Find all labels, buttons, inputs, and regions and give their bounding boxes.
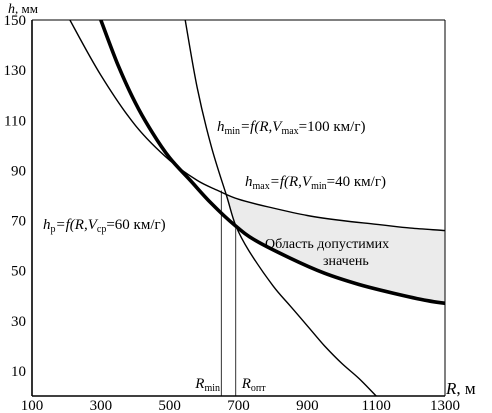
y-tick-label: 110 [4, 113, 26, 129]
feasible-region-layer [221, 191, 445, 304]
region-label-line1: Область допустимих [265, 237, 389, 252]
y-tick-label: 70 [11, 214, 26, 230]
x-axis-title: R, м [445, 379, 476, 398]
vertical-label-1: Rопт [241, 376, 267, 394]
x-tick-label: 700 [227, 398, 250, 413]
verticals-layer: Rmin Rопт [194, 190, 266, 396]
region-label-line2: значень [323, 254, 369, 269]
feasible-region [221, 191, 445, 304]
curve-hmin [184, 20, 377, 396]
ticks-layer: 10 30 50 70 90 110 130 150 100 300 500 700 900 1100 13… [4, 13, 461, 413]
x-tick-label: 500 [158, 398, 181, 413]
y-tick-label: 150 [4, 13, 27, 29]
y-tick-label: 30 [11, 314, 26, 330]
y-tick-label: 10 [11, 364, 26, 380]
x-tick-label: 300 [90, 398, 113, 413]
y-tick-label: 90 [11, 163, 26, 179]
annotation-hmax: hmax=f(R,Vmin=40 км/г) [245, 174, 386, 192]
vertical-label-0: Rmin [194, 376, 220, 394]
axes-layer [31, 19, 446, 397]
curves-layer [69, 20, 445, 396]
y-axis-title: h, мм [8, 1, 38, 17]
curve-hmax [69, 20, 445, 232]
y-tick-label: 50 [11, 264, 26, 280]
annotation-hp: hр=f(R,Vср=60 км/г) [43, 217, 166, 235]
x-tick-label: 1100 [361, 398, 390, 413]
annotation-hmin: hmin=f(R,Vmax=100 км/г) [217, 119, 365, 137]
x-tick-label: 1300 [430, 398, 460, 413]
y-tick-label: 130 [4, 63, 27, 79]
x-tick-label: 100 [21, 398, 44, 413]
labels-layer: h, мм R, м hmin=f(R,Vmax=100 км/г) hmax=… [8, 1, 476, 398]
x-tick-label: 900 [296, 398, 319, 413]
